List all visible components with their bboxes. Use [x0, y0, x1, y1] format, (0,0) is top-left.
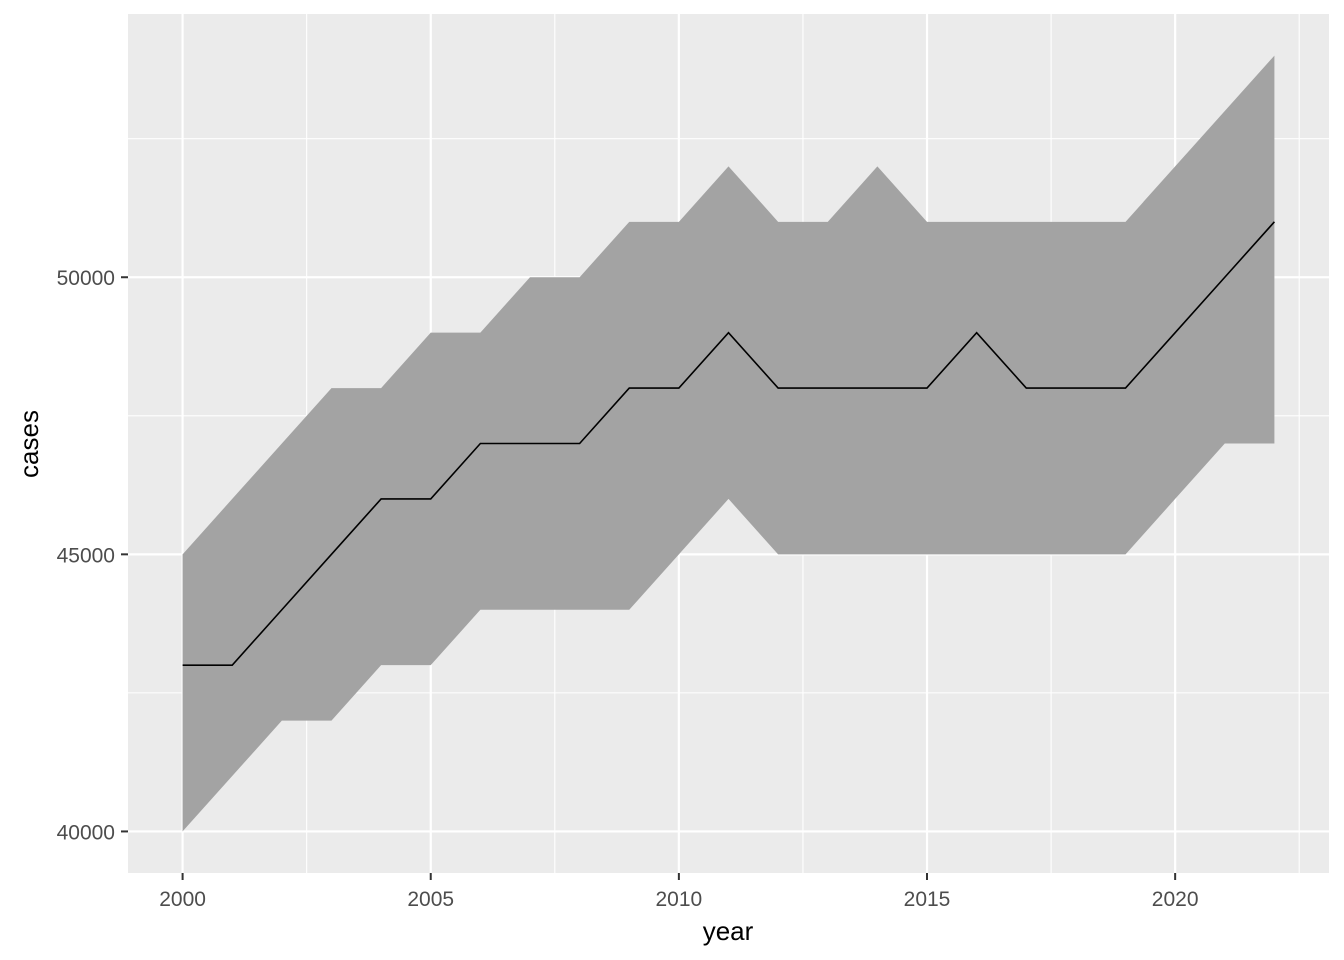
- series-line: [182, 221, 1276, 666]
- y-tick-label: 50000: [57, 267, 115, 290]
- y-tick-label: 45000: [57, 544, 115, 567]
- x-axis: 2000 2005 2010 2015 2020: [159, 873, 1199, 911]
- y-axis-title: cases: [14, 410, 44, 478]
- x-tick-label: 2000: [159, 888, 206, 911]
- y-axis: 40000 45000 50000: [57, 267, 128, 844]
- x-axis-title: year: [703, 916, 754, 946]
- x-tick-label: 2010: [656, 888, 703, 911]
- y-tick-label: 40000: [57, 821, 115, 844]
- x-tick-label: 2005: [407, 888, 454, 911]
- x-tick-label: 2020: [1152, 888, 1199, 911]
- x-tick-label: 2015: [904, 888, 951, 911]
- confidence-ribbon: [182, 55, 1275, 832]
